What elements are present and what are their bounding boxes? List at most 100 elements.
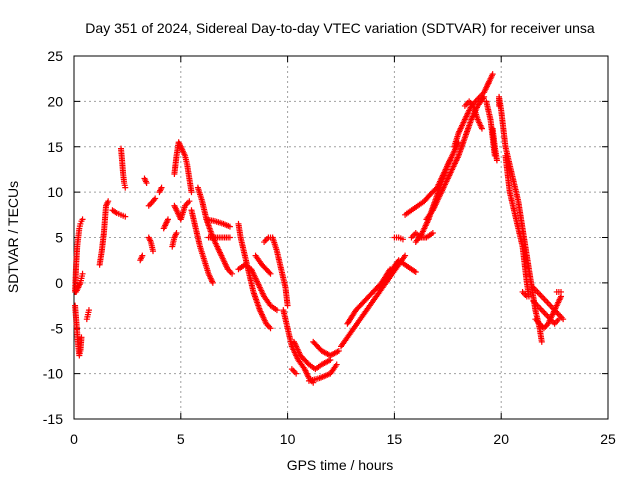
series-arc-n xyxy=(171,139,195,196)
series-arc-c xyxy=(73,270,86,295)
series-arc-t xyxy=(205,234,233,241)
y-tick-label: 15 xyxy=(47,139,63,155)
data-point xyxy=(558,288,565,295)
data-point xyxy=(293,370,300,377)
data-point xyxy=(79,216,86,223)
data-point xyxy=(267,270,274,277)
series-arc-as xyxy=(519,288,530,300)
y-tick-label: -10 xyxy=(43,366,63,382)
data-point xyxy=(188,189,195,196)
data-point xyxy=(412,268,419,275)
series-arc-ad xyxy=(338,252,409,350)
series-arc-ag xyxy=(391,234,406,243)
series-arc-r xyxy=(194,184,236,277)
series-arc-aa xyxy=(288,366,300,377)
y-axis-label: SDTVAR / TECUs xyxy=(5,181,21,293)
series-arc-p xyxy=(169,229,180,250)
series-arc-o xyxy=(171,198,193,223)
series-arc-af xyxy=(376,257,419,291)
series-arc-ac xyxy=(310,338,342,359)
data-point xyxy=(523,293,530,300)
series-arc-ak xyxy=(423,93,488,223)
series-arc-z xyxy=(291,338,334,373)
series-arc-aw xyxy=(553,288,565,295)
data-layer xyxy=(72,71,567,386)
series-arc-ah xyxy=(408,229,436,241)
series-arc-l xyxy=(156,184,165,196)
series-arc-q xyxy=(188,207,216,286)
data-point xyxy=(122,213,129,220)
series-arc-x xyxy=(261,234,291,309)
series-arc-m xyxy=(160,216,171,232)
series-arc-h xyxy=(137,252,146,264)
series-arc-g xyxy=(117,145,129,191)
x-tick-label: 0 xyxy=(70,431,78,447)
data-point xyxy=(173,229,180,236)
y-tick-label: 10 xyxy=(47,184,63,200)
data-point xyxy=(229,270,236,277)
data-point xyxy=(333,361,340,368)
data-point xyxy=(186,198,193,205)
data-point xyxy=(226,223,233,230)
x-axis-label: GPS time / hours xyxy=(287,457,394,473)
series-arc-d xyxy=(83,307,92,323)
data-point xyxy=(77,220,84,227)
series-arc-b xyxy=(72,302,85,359)
x-tick-label: 15 xyxy=(387,431,403,447)
y-tick-label: -15 xyxy=(43,411,63,427)
data-point xyxy=(151,196,158,203)
data-point xyxy=(538,338,545,345)
series-arc-ar xyxy=(502,152,532,300)
data-point xyxy=(152,195,159,202)
series-arc-ap xyxy=(489,125,500,164)
series-arc-k xyxy=(145,234,157,255)
x-tick-label: 10 xyxy=(280,431,296,447)
series-arc-ab xyxy=(305,361,340,384)
data-point xyxy=(78,334,85,341)
data-point xyxy=(446,157,453,164)
data-point xyxy=(485,80,492,87)
x-tick-label: 20 xyxy=(493,431,509,447)
series-arc-a xyxy=(72,216,86,295)
x-tick-label: 5 xyxy=(177,431,185,447)
data-point xyxy=(266,269,273,276)
series-arc-ao xyxy=(485,71,496,87)
data-point xyxy=(555,316,562,323)
data-point xyxy=(150,248,157,255)
tick-layer: 0 5 10 15 20 25 -15 -10 -5 0 5 10 15 20 25 xyxy=(43,48,616,447)
data-point xyxy=(139,252,146,259)
series-arc-f xyxy=(109,207,129,220)
series-arc-s xyxy=(203,216,233,230)
series-arc-w xyxy=(252,252,274,277)
data-point xyxy=(493,157,500,164)
data-point xyxy=(85,307,92,314)
data-point xyxy=(226,234,233,241)
data-point xyxy=(429,229,436,236)
data-point xyxy=(284,302,291,309)
y-tick-label: 5 xyxy=(55,230,63,246)
data-point xyxy=(402,252,409,259)
data-point xyxy=(399,236,406,243)
series-arc-am xyxy=(461,98,485,132)
chart-title: Day 351 of 2024, Sidereal Day-to-day VTE… xyxy=(85,20,595,36)
data-point xyxy=(143,180,150,187)
data-point xyxy=(478,125,485,132)
data-point xyxy=(105,198,112,205)
series-arc-aj xyxy=(402,157,453,218)
data-point xyxy=(209,279,216,286)
y-tick-label: -5 xyxy=(51,320,64,336)
data-point xyxy=(122,184,129,191)
series-arc-av xyxy=(532,293,565,332)
data-point xyxy=(267,325,274,332)
data-point xyxy=(335,347,342,354)
series-arc-i xyxy=(141,175,150,187)
data-point xyxy=(79,270,86,277)
y-tick-label: 0 xyxy=(55,275,63,291)
data-point xyxy=(158,184,165,191)
series-arc-j xyxy=(145,195,159,209)
grid-layer xyxy=(74,56,608,419)
series-arc-v xyxy=(235,261,280,314)
x-tick-label: 25 xyxy=(600,431,616,447)
series-arc-e xyxy=(96,198,112,268)
